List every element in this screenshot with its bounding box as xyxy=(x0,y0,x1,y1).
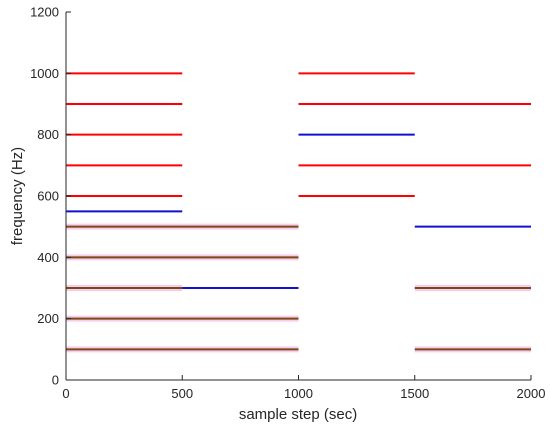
y-tick-label-1: 200 xyxy=(37,311,59,326)
y-tick-label-2: 400 xyxy=(37,250,59,265)
axes: 0 500 1000 1500 2000 0 200 400 600 800 1000 1200 xyxy=(30,5,545,402)
y-tick-label-3: 600 xyxy=(37,189,59,204)
y-tick-label-5: 1000 xyxy=(30,66,59,81)
y-tick-label-4: 800 xyxy=(37,127,59,142)
y-tick-label-6: 1200 xyxy=(30,5,59,20)
x-tick-label-0: 0 xyxy=(62,386,69,401)
x-tick-label-3: 1500 xyxy=(400,386,429,401)
x-tick-label-4: 2000 xyxy=(517,386,546,401)
y-axis-label: frequency (Hz) xyxy=(9,147,26,245)
y-tick-label-0: 0 xyxy=(52,373,59,388)
x-tick-label-2: 1000 xyxy=(284,386,313,401)
x-axis-label: sample step (sec) xyxy=(239,406,357,423)
x-tick-label-1: 500 xyxy=(171,386,193,401)
data-segments xyxy=(66,72,531,353)
